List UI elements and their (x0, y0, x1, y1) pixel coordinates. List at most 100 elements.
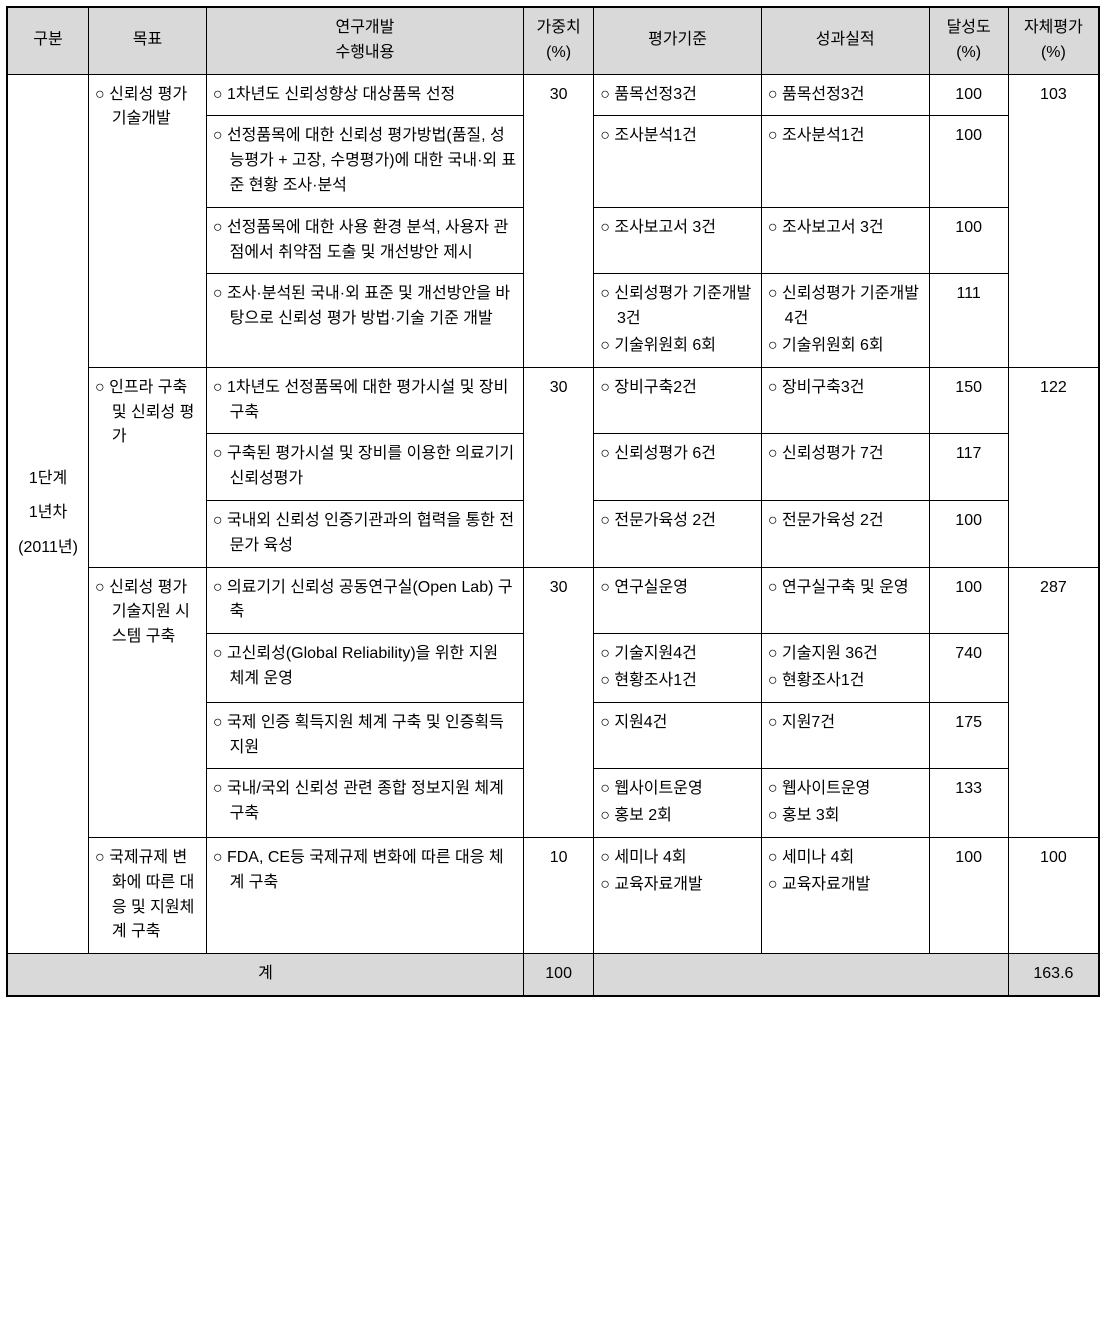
achievement-cell: 100 (929, 567, 1008, 634)
goal-cell: ○ 신뢰성 평가 기술개발 (89, 74, 207, 367)
performance-cell: ○ 장비구축3건 (761, 367, 929, 434)
performance-cell: ○ 웹사이트운영○ 홍보 3회 (761, 769, 929, 838)
content-cell: ○ 선정품목에 대한 신뢰성 평가방법(품질, 성능평가 + 고장, 수명평가)… (206, 116, 523, 207)
bullet-item: ○ 신뢰성평가 기준개발3건 (600, 282, 755, 332)
performance-cell: ○ 신뢰성평가 7건 (761, 434, 929, 501)
table-row: ○ 국제규제 변화에 따른 대응 및 지원체계 구축 ○ FDA, CE등 국제규… (7, 837, 1099, 953)
bullet-item: ○ 선정품목에 대한 신뢰성 평가방법(품질, 성능평가 + 고장, 수명평가)… (213, 124, 517, 198)
bullet-item: ○ 구축된 평가시설 및 장비를 이용한 의료기기 신뢰성평가 (213, 442, 517, 492)
criteria-cell: ○ 웹사이트운영○ 홍보 2회 (594, 769, 762, 838)
content-cell: ○ 국내/국외 신뢰성 관련 종합 정보지원 체계 구축 (206, 769, 523, 838)
content-cell: ○ 국제 인증 획득지원 체계 구축 및 인증획득 지원 (206, 702, 523, 769)
self-eval-cell: 287 (1008, 567, 1099, 837)
col-ach-label: 달성도(%) (947, 19, 991, 61)
phase-line: (2011년) (14, 536, 82, 561)
bullet-item: ○ 전문가육성 2건 (600, 509, 755, 534)
col-weight-label: 가중치(%) (537, 19, 581, 61)
bullet-item: ○ 장비구축2건 (600, 376, 755, 401)
bullet-item: ○ 현황조사1건 (768, 669, 923, 694)
bullet-item: ○ 장비구축3건 (768, 376, 923, 401)
performance-cell: ○ 조사분석1건 (761, 116, 929, 207)
table-row: 1단계1년차(2011년)○ 신뢰성 평가 기술개발○ 1차년도 신뢰성향상 대… (7, 74, 1099, 116)
criteria-cell: ○ 조사보고서 3건 (594, 207, 762, 274)
performance-cell: ○ 전문가육성 2건 (761, 500, 929, 567)
performance-cell: ○ 조사보고서 3건 (761, 207, 929, 274)
achievement-cell: 117 (929, 434, 1008, 501)
bullet-item: ○ 지원7건 (768, 711, 923, 736)
criteria-cell: ○ 연구실운영 (594, 567, 762, 634)
goal-cell: ○ 인프라 구축 및 신뢰성 평가 (89, 367, 207, 567)
bullet-item: ○ 홍보 3회 (768, 804, 923, 829)
phase-line: 1단계 (14, 467, 82, 492)
total-self: 163.6 (1008, 954, 1099, 996)
bullet-item: ○ 의료기기 신뢰성 공동연구실(Open Lab) 구축 (213, 576, 517, 626)
achievement-cell: 175 (929, 702, 1008, 769)
col-gubun: 구분 (7, 7, 89, 74)
bullet-item: ○ 전문가육성 2건 (768, 509, 923, 534)
col-self: 자체평가(%) (1008, 7, 1099, 74)
criteria-cell: ○ 지원4건 (594, 702, 762, 769)
col-weight: 가중치(%) (524, 7, 594, 74)
performance-cell: ○ 기술지원 36건○ 현황조사1건 (761, 634, 929, 703)
bullet-item: ○ 신뢰성평가 6건 (600, 442, 755, 467)
bullet-item: ○ 조사보고서 3건 (768, 216, 923, 241)
total-row: 계100 163.6 (7, 954, 1099, 996)
bullet-item: ○ 조사·분석된 국내·외 표준 및 개선방안을 바탕으로 신뢰성 평가 방법·… (213, 282, 517, 332)
total-weight: 100 (524, 954, 594, 996)
bullet-item: ○ 신뢰성평가 7건 (768, 442, 923, 467)
bullet-item: ○ FDA, CE등 국제규제 변화에 따른 대응 체계 구축 (213, 846, 517, 896)
goal-cell: ○ 국제규제 변화에 따른 대응 및 지원체계 구축 (89, 837, 207, 953)
criteria-cell: ○ 장비구축2건 (594, 367, 762, 434)
col-gubun-label: 구분 (33, 31, 62, 48)
goal-cell: ○ 신뢰성 평가 기술지원 시스템 구축 (89, 567, 207, 837)
performance-cell: ○ 신뢰성평가 기준개발4건○ 기술위원회 6회 (761, 274, 929, 367)
criteria-cell: ○ 기술지원4건○ 현황조사1건 (594, 634, 762, 703)
criteria-cell: ○ 전문가육성 2건 (594, 500, 762, 567)
content-cell: ○ 고신뢰성(Global Reliability)을 위한 지원 체계 운영 (206, 634, 523, 703)
bullet-item: ○ 품목선정3건 (768, 83, 923, 108)
achievement-cell: 100 (929, 837, 1008, 953)
bullet-item: ○ 현황조사1건 (600, 669, 755, 694)
bullet-item: ○ 신뢰성평가 기준개발4건 (768, 282, 923, 332)
table-row: ○ 신뢰성 평가 기술지원 시스템 구축○ 의료기기 신뢰성 공동연구실(Ope… (7, 567, 1099, 634)
achievement-cell: 100 (929, 116, 1008, 207)
performance-cell: ○ 지원7건 (761, 702, 929, 769)
col-goal: 목표 (89, 7, 207, 74)
bullet-item: ○ 신뢰성 평가 기술지원 시스템 구축 (95, 576, 200, 650)
col-crit-label: 평가기준 (648, 31, 707, 48)
bullet-item: ○ 국제규제 변화에 따른 대응 및 지원체계 구축 (95, 846, 200, 945)
bullet-item: ○ 웹사이트운영 (600, 777, 755, 802)
bullet-item: ○ 기술위원회 6회 (600, 334, 755, 359)
bullet-item: ○ 조사분석1건 (768, 124, 923, 149)
bullet-item: ○ 세미나 4회 (600, 846, 755, 871)
bullet-item: ○ 인프라 구축 및 신뢰성 평가 (95, 376, 200, 450)
bullet-item: ○ 웹사이트운영 (768, 777, 923, 802)
bullet-item: ○ 1차년도 선정품목에 대한 평가시설 및 장비 구축 (213, 376, 517, 426)
self-eval-cell: 103 (1008, 74, 1099, 367)
bullet-item: ○ 홍보 2회 (600, 804, 755, 829)
self-eval-cell: 122 (1008, 367, 1099, 567)
achievement-cell: 740 (929, 634, 1008, 703)
col-content-label: 연구개발수행내용 (335, 19, 394, 61)
weight-cell: 10 (524, 837, 594, 953)
weight-cell: 30 (524, 74, 594, 367)
col-perf: 성과실적 (761, 7, 929, 74)
criteria-cell: ○ 품목선정3건 (594, 74, 762, 116)
bullet-item: ○ 조사보고서 3건 (600, 216, 755, 241)
col-goal-label: 목표 (133, 31, 162, 48)
total-blank (594, 954, 1009, 996)
col-crit: 평가기준 (594, 7, 762, 74)
criteria-cell: ○ 세미나 4회○ 교육자료개발 (594, 837, 762, 953)
bullet-item: ○ 고신뢰성(Global Reliability)을 위한 지원 체계 운영 (213, 642, 517, 692)
bullet-item: ○ 기술지원4건 (600, 642, 755, 667)
table-body: 1단계1년차(2011년)○ 신뢰성 평가 기술개발○ 1차년도 신뢰성향상 대… (7, 74, 1099, 996)
evaluation-table: 구분 목표 연구개발수행내용 가중치(%) 평가기준 성과실적 달성도(%) 자… (6, 6, 1100, 997)
col-content: 연구개발수행내용 (206, 7, 523, 74)
total-label: 계 (7, 954, 524, 996)
col-self-label: 자체평가(%) (1024, 19, 1083, 61)
achievement-cell: 100 (929, 500, 1008, 567)
content-cell: ○ 의료기기 신뢰성 공동연구실(Open Lab) 구축 (206, 567, 523, 634)
achievement-cell: 111 (929, 274, 1008, 367)
col-perf-label: 성과실적 (816, 31, 875, 48)
bullet-item: ○ 세미나 4회 (768, 846, 923, 871)
